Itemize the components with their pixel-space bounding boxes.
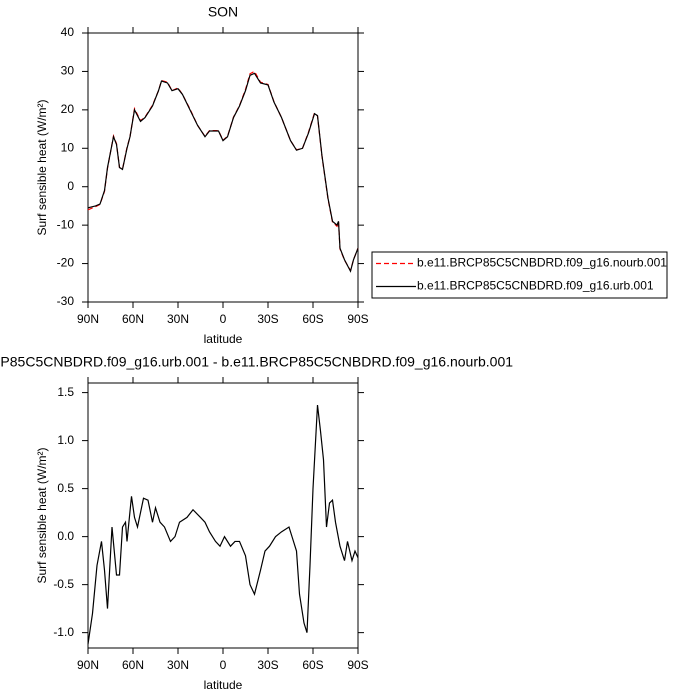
chart-title: SON (208, 4, 238, 20)
legend-box (371, 251, 668, 299)
data-line (87, 70, 359, 273)
data-line (87, 72, 359, 273)
y-tick-label: -1.0 (53, 625, 74, 639)
x-tick-label: 30S (257, 312, 278, 326)
chart-title: b.e11.BRCP85C5CNBDRD.f09_g16.urb.001 - b… (0, 354, 513, 370)
x-tick-label: 90N (77, 658, 99, 672)
x-tick-label: 60N (122, 658, 144, 672)
y-tick-label: 0.0 (57, 529, 74, 543)
y-tick-label: 0 (67, 179, 74, 193)
y-tick-label: -0.5 (53, 577, 74, 591)
y-tick-label: 1.5 (57, 385, 74, 399)
y-tick-label: 0.5 (57, 481, 74, 495)
x-tick-label: 30S (257, 658, 278, 672)
x-axis-label: latitude (204, 332, 243, 346)
y-axis-label: Surf sensible heat (W/m²) (35, 99, 49, 235)
plot-frame (87, 382, 359, 649)
x-tick-label: 60N (122, 312, 144, 326)
y-tick-label: 1.0 (57, 433, 74, 447)
x-tick-label: 60S (302, 658, 323, 672)
x-tick-label: 90S (347, 658, 368, 672)
legend-label: b.e11.BRCP85C5CNBDRD.f09_g16.urb.001 (417, 279, 654, 293)
x-tick-label: 90N (77, 312, 99, 326)
y-tick-label: 20 (61, 102, 75, 116)
y-tick-label: 10 (61, 140, 75, 154)
y-tick-label: -10 (57, 217, 75, 231)
x-axis-label: latitude (204, 678, 243, 692)
y-axis-label: Surf sensible heat (W/m²) (35, 447, 49, 583)
data-line (87, 405, 359, 645)
x-tick-label: 0 (220, 312, 227, 326)
y-tick-label: -20 (57, 256, 75, 270)
y-tick-label: 40 (61, 25, 75, 39)
plot-frame (87, 32, 359, 303)
x-tick-label: 90S (347, 312, 368, 326)
x-tick-label: 60S (302, 312, 323, 326)
x-tick-label: 30N (167, 312, 189, 326)
y-tick-label: -30 (57, 294, 75, 308)
y-tick-label: 30 (61, 64, 75, 78)
x-tick-label: 30N (167, 658, 189, 672)
x-tick-label: 0 (220, 658, 227, 672)
legend-label: b.e11.BRCP85C5CNBDRD.f09_g16.nourb.001 (417, 256, 667, 270)
